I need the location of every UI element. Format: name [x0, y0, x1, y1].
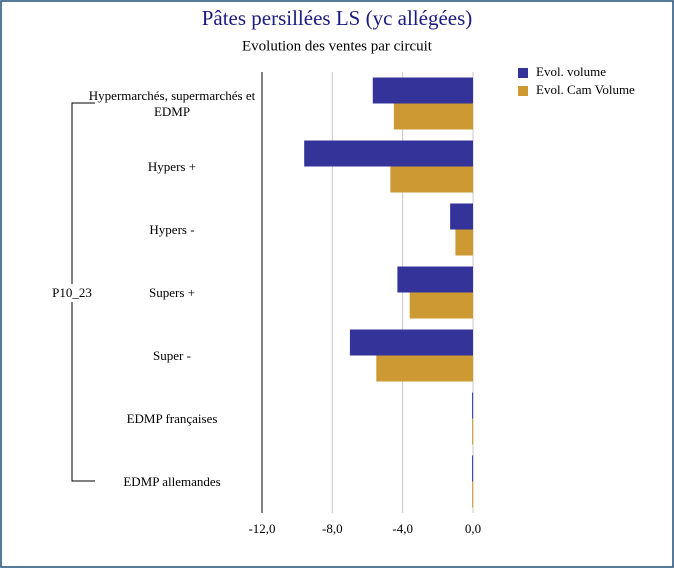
- bar: [304, 140, 473, 167]
- bar: [472, 455, 474, 482]
- bar: [409, 292, 473, 319]
- legend-swatch: [518, 86, 528, 96]
- bar: [372, 77, 473, 104]
- y-tick-label: Hypers -: [149, 221, 195, 237]
- group-label-bg: [44, 284, 102, 302]
- bar: [450, 203, 473, 230]
- legend-swatch: [518, 68, 528, 78]
- x-tick-label: -8,0: [322, 521, 343, 536]
- x-tick-label: -4,0: [392, 521, 413, 536]
- x-tick-label: -12,0: [248, 521, 275, 536]
- y-tick-label: EDMP allemandes: [123, 473, 221, 489]
- y-tick-label: Hypermarchés, supermarchés et EDMP: [88, 87, 256, 119]
- chart-subtitle: Evolution des ventes par circuit: [242, 38, 433, 54]
- legend-label: Evol. Cam Volume: [536, 82, 635, 97]
- y-tick-label: Supers +: [149, 284, 195, 300]
- bar: [376, 355, 473, 382]
- bar: [472, 392, 474, 419]
- bar: [349, 329, 473, 356]
- chart-title: Pâtes persillées LS (yc allégées): [202, 6, 473, 30]
- x-tick-label: 0,0: [465, 521, 481, 536]
- bar: [390, 166, 473, 193]
- y-tick-label: Hypers +: [147, 158, 197, 174]
- bar: [397, 266, 473, 293]
- y-tick-label: Super -: [153, 347, 191, 363]
- y-tick-label: EDMP françaises: [126, 410, 218, 426]
- bar: [393, 103, 473, 130]
- group-label: P10_23: [52, 285, 92, 300]
- bar: [455, 229, 473, 256]
- legend-label: Evol. volume: [536, 64, 606, 79]
- bar: [472, 481, 474, 508]
- bar: [472, 418, 474, 445]
